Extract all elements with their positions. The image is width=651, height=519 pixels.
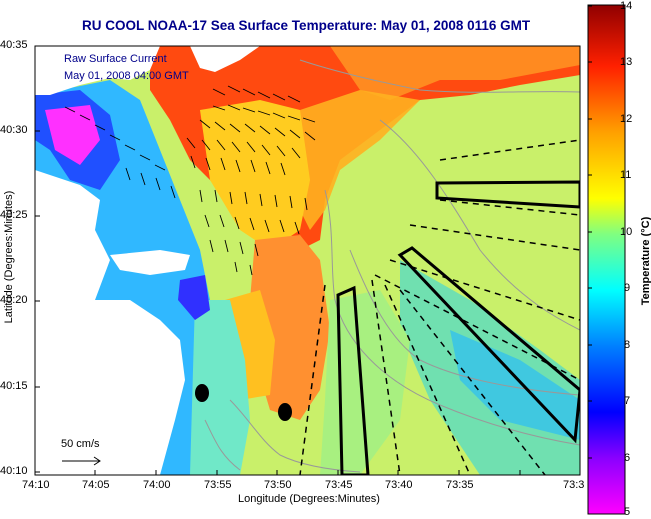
colorbar-tick-label: 14 <box>620 0 633 12</box>
colorbar-tick-label: 9 <box>624 282 631 294</box>
xtick-label: 73:40 <box>385 479 413 491</box>
figure-title: RU COOL NOAA-17 Sea Surface Temperature:… <box>82 18 531 33</box>
xtick-label: 73:55 <box>204 479 232 491</box>
colorbar-tick-label: 8 <box>624 339 631 351</box>
x-axis-label: Longitude (Degrees:Minutes) <box>238 493 380 505</box>
colorbar-tick-label: 12 <box>620 113 633 125</box>
scale-label: 50 cm/s <box>61 438 100 450</box>
sst-field <box>35 46 580 475</box>
marker-dot <box>278 403 292 421</box>
xtick-label: 74:05 <box>82 479 110 491</box>
ytick-label: 40:30 <box>0 124 28 136</box>
overlay-current-time: May 01, 2008 04:00 GMT <box>64 70 189 82</box>
colorbar-tick-label: 7 <box>624 395 631 407</box>
marker-dot <box>195 384 209 402</box>
y-axis-label: Latitude (Degrees:Minutes) <box>3 190 15 324</box>
colorbar-tick-label: 6 <box>624 452 631 464</box>
colorbar-tick-label: 11 <box>620 169 632 181</box>
xtick-label: 74:10 <box>22 479 50 491</box>
xtick-label: 73:3 <box>563 479 585 491</box>
colorbar-tick-label: 13 <box>620 56 633 68</box>
xtick-label: 73:45 <box>325 479 353 491</box>
colorbar <box>587 4 626 515</box>
xtick-label: 73:35 <box>446 479 474 491</box>
colorbar-tick-label: 5 <box>624 506 631 518</box>
overlay-current-label: Raw Surface Current <box>64 53 167 65</box>
ytick-label: 40:35 <box>0 39 28 51</box>
ytick-label: 40:20 <box>0 294 28 306</box>
xtick-label: 74:00 <box>143 479 171 491</box>
map-frame <box>34 45 581 476</box>
scale-arrow <box>62 456 101 466</box>
xtick-label: 73:50 <box>264 479 292 491</box>
ytick-label: 40:25 <box>0 209 28 221</box>
ytick-label: 40:15 <box>0 380 28 392</box>
colorbar-tick-label: 10 <box>620 226 633 238</box>
colorbar-label: Temperature (°C) <box>640 216 651 306</box>
ytick-label: 40:10 <box>0 465 28 477</box>
